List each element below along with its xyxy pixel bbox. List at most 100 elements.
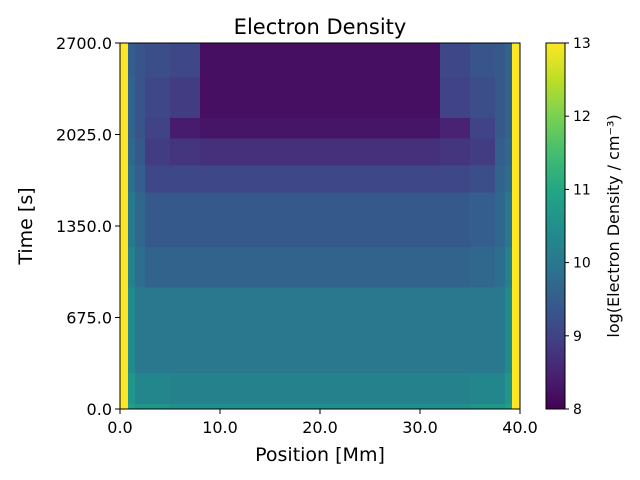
heatmap-cell xyxy=(170,287,201,373)
heatmap-cell xyxy=(470,287,496,373)
heatmap-cell xyxy=(120,246,129,288)
y-tick-label: 675.0 xyxy=(66,309,112,328)
x-tick-label: 20.0 xyxy=(302,418,338,437)
heatmap-cell xyxy=(145,76,171,119)
colorbar-tick-label: 12 xyxy=(573,109,591,125)
heatmap-cell xyxy=(135,137,146,166)
heatmap-cell xyxy=(440,372,471,405)
heatmap-cell xyxy=(170,76,201,119)
heatmap-cell xyxy=(495,287,506,373)
heatmap-cell xyxy=(512,287,521,373)
y-axis-ticks: 0.0 675.0 1350.0 2025.0 2700.0 xyxy=(56,34,120,419)
heatmap-cell xyxy=(440,403,471,410)
heatmap-cell xyxy=(128,165,136,193)
heatmap-cell xyxy=(440,117,471,139)
heatmap-cell xyxy=(512,192,521,247)
heatmap-cell xyxy=(505,165,513,193)
heatmap-cell xyxy=(470,117,496,139)
heatmap-cell xyxy=(495,117,506,139)
heatmap-cell xyxy=(512,117,521,139)
heatmap-cell xyxy=(512,403,521,410)
heatmap-cell xyxy=(120,117,129,139)
heatmap-cell xyxy=(512,76,521,119)
heatmap-cell xyxy=(200,192,441,247)
heatmap-cell xyxy=(495,403,506,410)
heatmap-cell xyxy=(495,246,506,288)
heatmap-cell xyxy=(145,117,171,139)
heatmap-cell xyxy=(495,192,506,247)
y-tick-label: 0.0 xyxy=(87,400,112,419)
heatmap-cell xyxy=(470,246,496,288)
heatmap-cell xyxy=(145,137,171,166)
heatmap-cell xyxy=(505,117,513,139)
x-axis-ticks: 0.0 10.0 20.0 30.0 40.0 xyxy=(107,409,538,437)
x-tick-label: 0.0 xyxy=(107,418,132,437)
heatmap-cell xyxy=(170,137,201,166)
colorbar xyxy=(545,42,566,410)
heatmap-cell xyxy=(170,403,201,410)
chart-title: Electron Density xyxy=(234,15,407,39)
heatmap-cell xyxy=(128,287,136,373)
heatmap-cell xyxy=(135,76,146,119)
y-axis-label: Time [s] xyxy=(15,187,37,265)
heatmap-cell xyxy=(505,287,513,373)
colorbar-tick-label: 11 xyxy=(573,182,591,198)
heatmap-cell xyxy=(120,403,129,410)
heatmap-cell xyxy=(512,137,521,166)
heatmap-cell xyxy=(495,43,506,78)
heatmap-cell xyxy=(135,117,146,139)
x-tick-label: 10.0 xyxy=(202,418,238,437)
heatmap-cell xyxy=(505,76,513,119)
heatmap-cell xyxy=(128,403,136,410)
heatmap-cell xyxy=(135,192,146,247)
heatmap-cell xyxy=(470,76,496,119)
x-tick-label: 30.0 xyxy=(402,418,438,437)
heatmap-cell xyxy=(470,137,496,166)
heatmap-cell xyxy=(145,246,171,288)
y-tick-label: 2025.0 xyxy=(56,126,112,145)
heatmap-cell xyxy=(495,372,506,405)
colorbar-tick-label: 10 xyxy=(573,256,591,272)
heatmap-cell xyxy=(145,403,171,410)
heatmap-cell xyxy=(135,372,146,405)
y-tick-label: 1350.0 xyxy=(56,217,112,236)
heatmap-cell xyxy=(505,246,513,288)
heatmap-cell xyxy=(128,76,136,119)
heatmap-cell xyxy=(135,43,146,78)
heatmap-cell xyxy=(495,137,506,166)
heatmap-cell xyxy=(200,43,441,78)
heatmap-cell xyxy=(512,165,521,193)
heatmap-cell xyxy=(200,287,441,373)
heatmap-image xyxy=(120,43,521,410)
heatmap-cell xyxy=(128,117,136,139)
colorbar-tick-label: 9 xyxy=(573,329,582,345)
heatmap-cell xyxy=(200,76,441,119)
heatmap-cell xyxy=(505,43,513,78)
heatmap-cell xyxy=(440,192,471,247)
heatmap-cell xyxy=(135,246,146,288)
heatmap-cell xyxy=(512,246,521,288)
heatmap-cell xyxy=(200,165,441,193)
x-tick-label: 40.0 xyxy=(502,418,538,437)
heatmap-cell xyxy=(120,76,129,119)
heatmap-cell xyxy=(128,246,136,288)
heatmap-cell xyxy=(128,372,136,405)
heatmap-cell xyxy=(145,287,171,373)
heatmap-cell xyxy=(120,287,129,373)
colorbar-label: log(Electron Density / cm⁻³) xyxy=(604,114,623,337)
heatmap-cell xyxy=(128,192,136,247)
y-tick-label: 2700.0 xyxy=(56,34,112,53)
heatmap-cell xyxy=(120,192,129,247)
heatmap-cell xyxy=(440,76,471,119)
heatmap-cell xyxy=(470,43,496,78)
heatmap-cell xyxy=(440,137,471,166)
heatmap-cell xyxy=(120,165,129,193)
heatmap-cell xyxy=(145,165,171,193)
x-axis-label: Position [Mm] xyxy=(255,444,385,466)
heatmap-cell xyxy=(495,165,506,193)
heatmap-cell xyxy=(128,43,136,78)
heatmap-cell xyxy=(200,117,441,139)
heatmap-cell xyxy=(135,403,146,410)
heatmap-cell xyxy=(512,43,521,78)
